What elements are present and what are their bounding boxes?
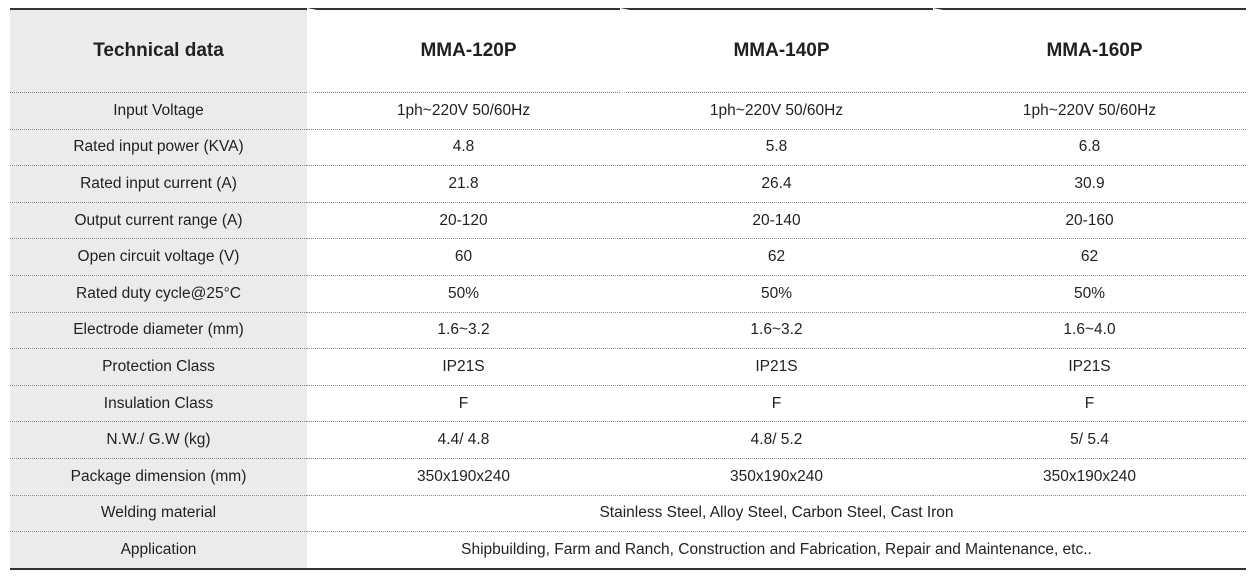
cell-value: 350x190x240	[933, 459, 1246, 496]
cell-value: 1.6~4.0	[933, 313, 1246, 350]
cell-value: 4.8	[307, 130, 620, 167]
row-label-input-voltage: Input Voltage	[10, 93, 307, 130]
table-row: Electrode diameter (mm) 1.6~3.2 1.6~3.2 …	[10, 312, 1246, 350]
cell-value: F	[307, 386, 620, 423]
cell-value: 20-140	[620, 203, 933, 240]
cell-value: 1.6~3.2	[307, 313, 620, 350]
cell-value: 1ph~220V 50/60Hz	[933, 93, 1246, 130]
cell-value: 1.6~3.2	[620, 313, 933, 350]
row-label-rated-input-power: Rated input power (KVA)	[10, 129, 307, 167]
table-row: N.W./ G.W (kg) 4.4/ 4.8 4.8/ 5.2 5/ 5.4	[10, 422, 1246, 459]
row-label-rated-input-current: Rated input current (A)	[10, 166, 307, 203]
row-label-open-circuit-voltage: Open circuit voltage (V)	[10, 239, 307, 276]
table-header-row: Technical data MMA-120P MMA-140P MMA-160…	[10, 8, 1246, 93]
row-label-electrode-diameter: Electrode diameter (mm)	[10, 312, 307, 350]
cell-value: 21.8	[307, 166, 620, 203]
row-label-rated-duty-cycle: Rated duty cycle@25°C	[10, 275, 307, 313]
cell-value: IP21S	[933, 349, 1246, 386]
cell-value: 4.4/ 4.8	[307, 422, 620, 459]
table-row: Rated duty cycle@25°C 50% 50% 50%	[10, 275, 1246, 313]
table-row: Open circuit voltage (V) 60 62 62	[10, 239, 1246, 276]
table-row: Insulation Class F F F	[10, 385, 1246, 423]
table-row: Rated input current (A) 21.8 26.4 30.9	[10, 166, 1246, 203]
model-header-mma-120p: MMA-120P	[307, 8, 620, 93]
cell-value: F	[933, 386, 1246, 423]
cell-value: 6.8	[933, 130, 1246, 167]
cell-value: 50%	[307, 276, 620, 313]
model-header-mma-140p: MMA-140P	[620, 8, 933, 93]
technical-data-heading: Technical data	[10, 8, 307, 93]
table-row: Output current range (A) 20-120 20-140 2…	[10, 202, 1246, 240]
cell-value: 50%	[620, 276, 933, 313]
cell-value: 60	[307, 239, 620, 276]
technical-data-table-wrapper: Technical data MMA-120P MMA-140P MMA-160…	[10, 8, 1246, 570]
model-header-mma-160p: MMA-160P	[933, 8, 1246, 93]
cell-value: 1ph~220V 50/60Hz	[620, 93, 933, 130]
cell-value: 5/ 5.4	[933, 422, 1246, 459]
cell-value: 20-160	[933, 203, 1246, 240]
cell-value: 1ph~220V 50/60Hz	[307, 93, 620, 130]
cell-value: 62	[620, 239, 933, 276]
table-row: Application Shipbuilding, Farm and Ranch…	[10, 532, 1246, 570]
technical-data-table: Technical data MMA-120P MMA-140P MMA-160…	[10, 8, 1246, 570]
row-label-insulation-class: Insulation Class	[10, 385, 307, 423]
table-row: Package dimension (mm) 350x190x240 350x1…	[10, 458, 1246, 496]
row-label-package-dimension: Package dimension (mm)	[10, 458, 307, 496]
cell-value: 350x190x240	[307, 459, 620, 496]
cell-value: 50%	[933, 276, 1246, 313]
row-label-weight: N.W./ G.W (kg)	[10, 422, 307, 459]
merged-cell-application: Shipbuilding, Farm and Ranch, Constructi…	[307, 532, 1246, 570]
table-row: Protection Class IP21S IP21S IP21S	[10, 349, 1246, 386]
table-row: Welding material Stainless Steel, Alloy …	[10, 495, 1246, 533]
row-label-output-current-range: Output current range (A)	[10, 202, 307, 240]
merged-cell-welding-material: Stainless Steel, Alloy Steel, Carbon Ste…	[307, 496, 1246, 533]
cell-value: 62	[933, 239, 1246, 276]
cell-value: 30.9	[933, 166, 1246, 203]
row-label-protection-class: Protection Class	[10, 349, 307, 386]
row-label-application: Application	[10, 532, 307, 570]
cell-value: 4.8/ 5.2	[620, 422, 933, 459]
cell-value: 350x190x240	[620, 459, 933, 496]
table-row: Rated input power (KVA) 4.8 5.8 6.8	[10, 129, 1246, 167]
cell-value: IP21S	[620, 349, 933, 386]
table-row: Input Voltage 1ph~220V 50/60Hz 1ph~220V …	[10, 93, 1246, 130]
cell-value: F	[620, 386, 933, 423]
cell-value: IP21S	[307, 349, 620, 386]
cell-value: 26.4	[620, 166, 933, 203]
cell-value: 5.8	[620, 130, 933, 167]
row-label-welding-material: Welding material	[10, 495, 307, 533]
cell-value: 20-120	[307, 203, 620, 240]
